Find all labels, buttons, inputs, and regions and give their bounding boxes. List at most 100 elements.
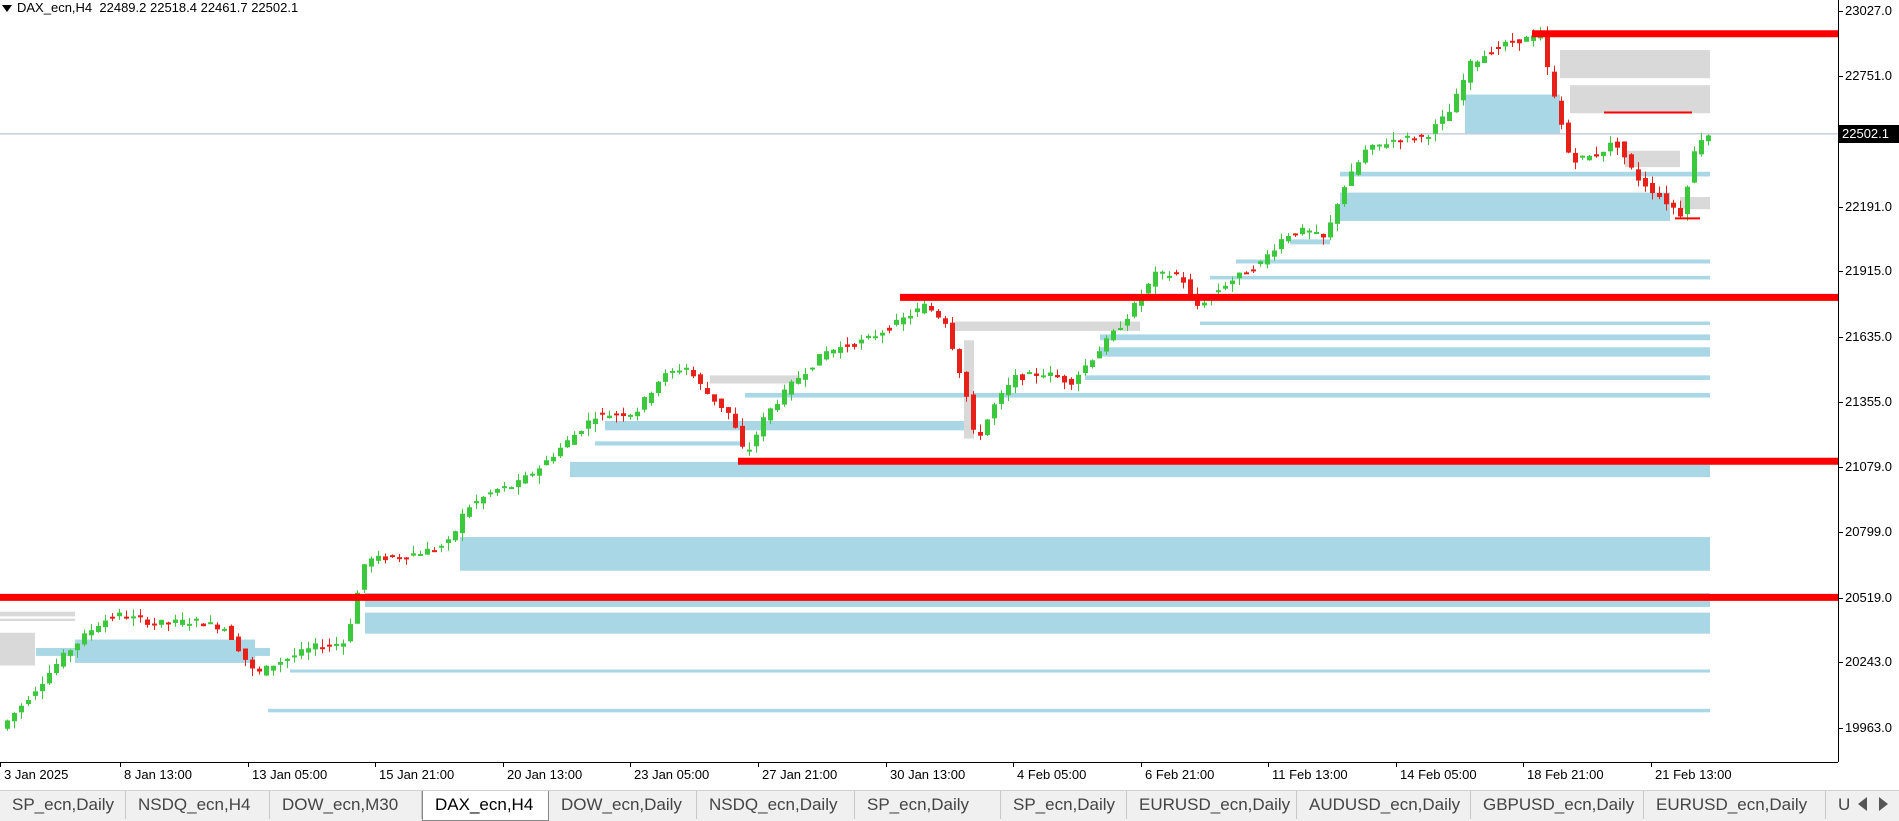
candle-body bbox=[1083, 365, 1088, 374]
supply-zone bbox=[710, 375, 800, 384]
candle-body bbox=[754, 434, 759, 447]
time-tick-label: 8 Jan 13:00 bbox=[124, 767, 192, 782]
candle-body bbox=[1636, 169, 1641, 181]
candle-body bbox=[600, 412, 605, 415]
candlestick-chart[interactable] bbox=[0, 0, 1838, 762]
candle-body bbox=[817, 354, 822, 366]
candle-body bbox=[628, 414, 633, 417]
candle-body bbox=[453, 531, 458, 541]
candle-body bbox=[1328, 222, 1333, 238]
candle-body bbox=[516, 480, 521, 488]
price-axis[interactable]: 23027.0 22751.0 22191.0 21915.0 21635.0 21355… bbox=[1838, 0, 1899, 762]
candle-body bbox=[593, 418, 598, 425]
candle-body bbox=[390, 555, 395, 558]
candle-body bbox=[1335, 204, 1340, 224]
chart-tab[interactable]: DOW_ecn,M30 bbox=[270, 791, 422, 819]
chart-tab[interactable]: U bbox=[1838, 795, 1850, 814]
candle-body bbox=[1293, 233, 1298, 236]
candle-body bbox=[1034, 373, 1039, 376]
candle-body bbox=[285, 658, 290, 661]
candle-body bbox=[1706, 135, 1711, 142]
time-axis[interactable]: 3 Jan 2025 8 Jan 13:00 13 Jan 05:00 15 Jan … bbox=[0, 762, 1838, 791]
time-tick-label: 27 Jan 21:00 bbox=[762, 767, 838, 782]
candle-body bbox=[1279, 239, 1284, 250]
price-tick: 21915.0 bbox=[1838, 263, 1892, 278]
demand-zone bbox=[1200, 321, 1710, 326]
candle-body bbox=[1230, 280, 1235, 285]
candle-body bbox=[642, 397, 647, 410]
candle-body bbox=[691, 370, 696, 377]
candle-body bbox=[558, 447, 563, 457]
candle-body bbox=[544, 460, 549, 466]
candle-body bbox=[173, 619, 178, 623]
demand-zone bbox=[595, 441, 740, 446]
candle-body bbox=[208, 622, 213, 625]
time-tick-label: 18 Feb 21:00 bbox=[1527, 767, 1604, 782]
candle-body bbox=[908, 315, 913, 319]
candle-body bbox=[586, 420, 591, 429]
candle-body bbox=[1314, 232, 1319, 235]
candle-body bbox=[1265, 254, 1270, 265]
price-tick: 19963.0 bbox=[1838, 720, 1892, 735]
candle-body bbox=[278, 661, 283, 665]
time-tick: 15 Jan 21:00 bbox=[375, 762, 454, 782]
price-tick: 22191.0 bbox=[1838, 199, 1892, 214]
candle-body bbox=[299, 649, 304, 656]
candle-body bbox=[1475, 61, 1480, 68]
candle-body bbox=[775, 403, 780, 411]
candle-body bbox=[411, 553, 416, 556]
candle-body bbox=[1468, 60, 1473, 83]
candle-body bbox=[663, 373, 668, 382]
demand-zone bbox=[605, 420, 965, 431]
candle-body bbox=[75, 643, 80, 651]
candle-body bbox=[768, 408, 773, 421]
tab-scroll-left-icon[interactable] bbox=[1858, 797, 1867, 811]
demand-zone bbox=[1465, 94, 1560, 134]
candle-body bbox=[1062, 375, 1067, 383]
tab-scroll-right-icon[interactable] bbox=[1879, 797, 1888, 811]
time-tick-label: 14 Feb 05:00 bbox=[1400, 767, 1477, 782]
chart-tab[interactable]: AUDUSD_ecn,Daily bbox=[1297, 791, 1471, 819]
chart-tab[interactable]: DOW_ecn,Daily bbox=[549, 791, 697, 819]
candle-body bbox=[852, 344, 857, 347]
demand-zone bbox=[1085, 375, 1710, 381]
time-tick: 6 Feb 21:00 bbox=[1141, 762, 1214, 782]
time-tick-label: 6 Feb 21:00 bbox=[1145, 767, 1215, 782]
chart-tab[interactable]: DAX_ecn,H4 bbox=[422, 791, 549, 821]
chart-tab[interactable]: SP_ecn,Daily bbox=[0, 791, 126, 819]
candle-body bbox=[376, 555, 381, 561]
candle-body bbox=[96, 625, 101, 633]
candle-body bbox=[1545, 33, 1550, 68]
candle-body bbox=[1587, 155, 1592, 161]
chart-tab[interactable]: EURUSD_ecn,Daily bbox=[1644, 791, 1826, 819]
candle-body bbox=[334, 643, 339, 646]
candle-body bbox=[1489, 52, 1494, 55]
chart-tab[interactable]: NSDQ_ecn,Daily bbox=[697, 791, 855, 819]
chart-tab[interactable]: NSDQ_ecn,H4 bbox=[126, 791, 270, 819]
candle-body bbox=[40, 683, 45, 692]
candle-body bbox=[1517, 39, 1522, 44]
chart-tab[interactable]: SP_ecn,Daily bbox=[855, 791, 1001, 819]
candle-body bbox=[1202, 302, 1207, 306]
candle-body bbox=[215, 624, 220, 630]
chart-area[interactable]: DAX_ecn,H4 22489.2 22518.4 22461.7 22502… bbox=[0, 0, 1838, 762]
chart-header: DAX_ecn,H4 22489.2 22518.4 22461.7 22502… bbox=[2, 0, 298, 15]
candle-body bbox=[845, 344, 850, 347]
candle-body bbox=[1006, 384, 1011, 396]
candle-body bbox=[796, 377, 801, 384]
candle-body bbox=[1622, 141, 1627, 158]
time-tick-label: 30 Jan 13:00 bbox=[890, 767, 966, 782]
chart-tab[interactable]: EURUSD_ecn,Daily bbox=[1127, 791, 1297, 819]
candle-body bbox=[1139, 296, 1144, 306]
candle-body bbox=[1447, 111, 1452, 122]
chart-tab[interactable]: SP_ecn,Daily bbox=[1001, 791, 1127, 819]
collapse-triangle-icon[interactable] bbox=[2, 5, 12, 13]
candle-body bbox=[1272, 250, 1277, 257]
candle-body bbox=[992, 404, 997, 419]
candle-body bbox=[54, 663, 59, 674]
candle-body bbox=[257, 668, 262, 672]
candle-body bbox=[1244, 272, 1249, 275]
candle-body bbox=[1160, 271, 1165, 274]
candle-body bbox=[1167, 275, 1172, 279]
chart-tab[interactable]: GBPUSD_ecn,Daily bbox=[1471, 791, 1644, 819]
